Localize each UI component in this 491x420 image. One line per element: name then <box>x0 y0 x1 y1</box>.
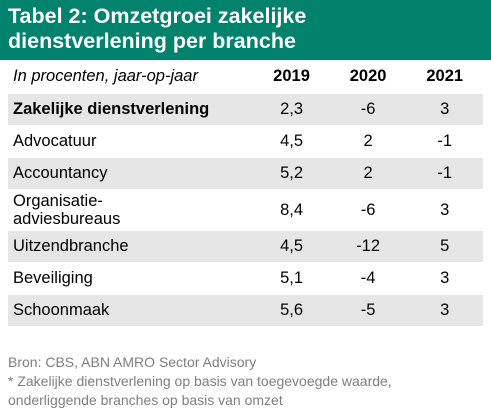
value-2019: 5,2 <box>253 157 330 190</box>
header-year-2021: 2021 <box>406 60 483 94</box>
value-2020: 2 <box>329 125 407 158</box>
value-2021: 3 <box>406 189 483 231</box>
value-2019: 5,6 <box>253 294 330 326</box>
footnote-line-1: * Zakelijke dienstverlening op basis van… <box>8 373 392 389</box>
row-label-line: Uitzendbranche <box>13 237 129 255</box>
table-title-line-2: dienstverlening per branche <box>8 29 296 53</box>
value-2021: 3 <box>406 294 483 326</box>
header-unit-label: In procenten, jaar-op-jaar <box>8 60 254 94</box>
value-2021: -1 <box>406 125 483 158</box>
table-row: Schoonmaak 5,6 -5 3 <box>8 294 483 326</box>
row-label: Uitzendbranche <box>8 230 254 263</box>
value-2021: 5 <box>406 230 483 263</box>
row-label-line: Accountancy <box>13 164 108 182</box>
table-title: Tabel 2: Omzetgroei zakelijke dienstverl… <box>0 0 491 60</box>
table-title-line-1: Tabel 2: Omzetgroei zakelijke <box>8 4 307 28</box>
row-label: Organisatie-adviesbureaus <box>8 189 254 231</box>
footnotes: Bron: CBS, ABN AMRO Sector Advisory * Za… <box>8 353 488 410</box>
row-label: Beveiliging <box>8 262 254 295</box>
value-2020: 2 <box>329 157 407 190</box>
value-2019: 5,1 <box>253 262 330 295</box>
row-label: Schoonmaak <box>8 294 254 326</box>
value-2020: -6 <box>329 189 407 231</box>
value-2021: 3 <box>406 262 483 295</box>
table-row: Zakelijke dienstverlening 2,3 -6 3 <box>8 93 483 126</box>
table-body: Zakelijke dienstverlening 2,3 -6 3 Advocatuu… <box>8 93 483 326</box>
table-row: Uitzendbranche 4,5 -12 5 <box>8 230 483 263</box>
value-2020: -12 <box>329 230 407 263</box>
header-year-2019: 2019 <box>253 60 330 94</box>
value-2019: 4,5 <box>253 230 330 263</box>
row-label: Advocatuur <box>8 125 254 158</box>
row-label-line: Schoonmaak <box>13 301 110 319</box>
table-row: Advocatuur 4,5 2 -1 <box>8 125 483 158</box>
value-2021: -1 <box>406 157 483 190</box>
row-label-line: Beveiliging <box>13 269 93 287</box>
value-2020: -5 <box>329 294 407 326</box>
value-2020: -6 <box>329 93 407 126</box>
value-2021: 3 <box>406 93 483 126</box>
row-label: Accountancy <box>8 157 254 190</box>
source-note: Bron: CBS, ABN AMRO Sector Advisory <box>8 354 257 370</box>
value-2019: 8,4 <box>253 189 330 231</box>
row-label-line: adviesbureaus <box>13 210 121 228</box>
value-2019: 4,5 <box>253 125 330 158</box>
value-2020: -4 <box>329 262 407 295</box>
table-header-row: In procenten, jaar-op-jaar 2019 2020 202… <box>8 60 483 94</box>
header-year-2020: 2020 <box>329 60 407 94</box>
value-2019: 2,3 <box>253 93 330 126</box>
table-row: Beveiliging 5,1 -4 3 <box>8 262 483 295</box>
growth-table: In procenten, jaar-op-jaar 2019 2020 202… <box>8 60 483 326</box>
table-row: Organisatie-adviesbureaus 8,4 -6 3 <box>8 189 483 231</box>
row-label: Zakelijke dienstverlening <box>8 93 254 126</box>
row-label-line: Organisatie- <box>13 192 103 210</box>
row-label-line: Advocatuur <box>13 132 97 150</box>
table-row: Accountancy 5,2 2 -1 <box>8 157 483 190</box>
footnote-line-2: onderliggende branches op basis van omze… <box>8 392 283 408</box>
row-label-line: Zakelijke dienstverlening <box>13 100 210 118</box>
table-container: In procenten, jaar-op-jaar 2019 2020 202… <box>0 60 491 326</box>
